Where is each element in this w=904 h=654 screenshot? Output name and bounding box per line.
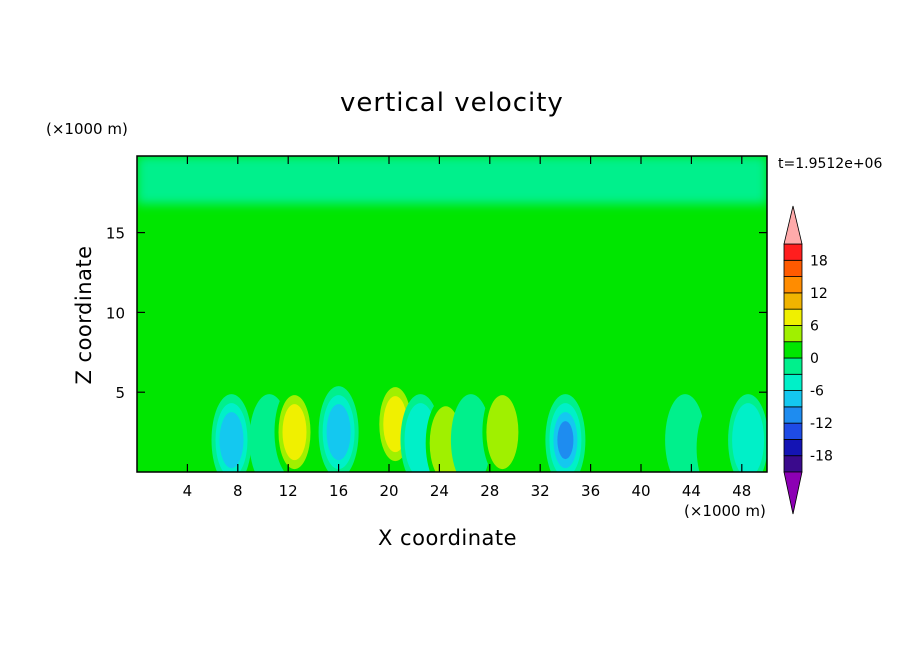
colorbar-tick-label: 12: [810, 286, 828, 302]
colorbar: 18 12 6 0 -6 -12 -18: [783, 205, 833, 515]
x-axis-label: X coordinate: [378, 526, 518, 550]
colorbar-tick-label: 6: [810, 318, 819, 334]
time-label: t=1.9512e+06: [778, 156, 883, 172]
colorbar-tick-label: -6: [810, 384, 824, 400]
colorbar-segment: [783, 390, 803, 408]
contour-cell-14: [696, 402, 737, 472]
contour-cell-13: [665, 394, 706, 472]
contour-cell-12: [602, 394, 643, 472]
colorbar-segment: [783, 292, 803, 310]
y-tick-label: 10: [106, 304, 125, 322]
contour-cell-1: [167, 386, 208, 472]
colorbar-segment: [783, 357, 803, 375]
colorbar-tick-label: -12: [810, 416, 833, 432]
z-axis-unit: (×1000 m): [46, 120, 128, 138]
colorbar-segment: [783, 373, 803, 391]
contour-cell-5: [326, 404, 351, 461]
colorbar-segment: [783, 325, 803, 343]
x-tick-label: 24: [430, 482, 449, 500]
x-axis-unit: (×1000 m): [684, 502, 766, 520]
contour-cell-9: [450, 394, 491, 472]
colorbar-segment: [783, 276, 803, 294]
contour-cell-11: [557, 421, 574, 460]
x-tick-label: 20: [379, 482, 398, 500]
x-tick-label: 36: [581, 482, 600, 500]
colorbar-segment: [783, 455, 803, 473]
contour-cell-15: [732, 403, 765, 472]
colorbar-segment: [783, 243, 803, 261]
colorbar-segment: [783, 308, 803, 326]
colorbar-over-arrow: [783, 205, 803, 245]
colorbar-tick-label: 18: [810, 253, 828, 269]
x-tick-label: 48: [732, 482, 751, 500]
contour-cell-2: [219, 412, 244, 469]
colorbar-under-arrow: [783, 471, 803, 515]
chart-title: vertical velocity: [340, 88, 564, 118]
x-tick-label: 12: [279, 482, 298, 500]
colorbar-segment: [783, 439, 803, 457]
x-tick-label: 16: [329, 482, 348, 500]
plot-area: [137, 156, 767, 472]
x-tick-label: 32: [531, 482, 550, 500]
contour-cell-10: [486, 395, 519, 470]
colorbar-segment: [783, 259, 803, 277]
colorbar-tick-label: 0: [810, 351, 819, 367]
contour-cell-0: [137, 394, 176, 472]
contour-cell-4: [282, 404, 307, 461]
x-tick-label: 44: [682, 482, 701, 500]
colorbar-segment: [783, 422, 803, 440]
field-upper-band: [137, 156, 767, 204]
x-tick-label: 8: [233, 482, 243, 500]
colorbar-segment: [783, 406, 803, 424]
colorbar-tick-label: -18: [810, 449, 833, 465]
y-tick-label: 15: [106, 225, 125, 243]
x-tick-label: 28: [480, 482, 499, 500]
plot-frame: [136, 155, 768, 473]
colorbar-segment: [783, 341, 803, 359]
x-tick-label: 4: [183, 482, 193, 500]
y-tick-label: 5: [115, 384, 125, 402]
x-tick-label: 40: [631, 482, 650, 500]
